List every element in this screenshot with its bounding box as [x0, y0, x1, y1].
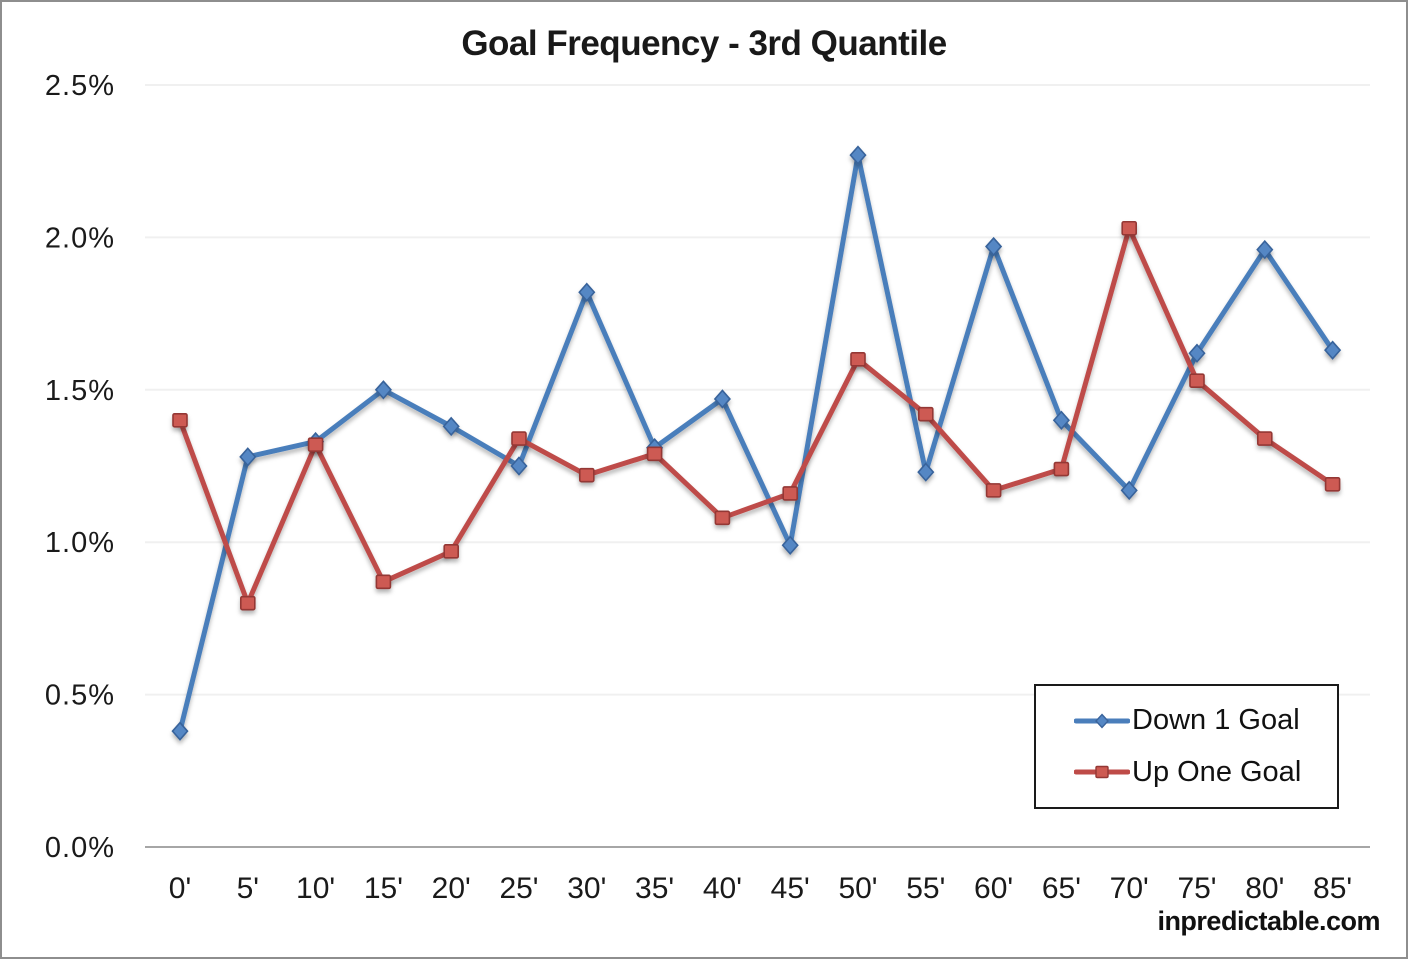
- svg-text:20': 20': [432, 872, 471, 905]
- svg-text:1.5%: 1.5%: [45, 375, 115, 407]
- svg-text:30': 30': [567, 872, 606, 905]
- gridlines: [145, 84, 1370, 696]
- svg-text:85': 85': [1313, 872, 1352, 905]
- svg-text:35': 35': [635, 872, 674, 905]
- svg-text:45': 45': [771, 872, 810, 905]
- legend-line-diamond-icon: [1074, 713, 1130, 729]
- legend-item-down-1-goal: Down 1 Goal: [1074, 704, 1337, 737]
- legend-label: Down 1 Goal: [1132, 704, 1300, 737]
- svg-text:75': 75': [1177, 872, 1216, 905]
- svg-text:80': 80': [1245, 872, 1284, 905]
- svg-text:2.0%: 2.0%: [45, 222, 115, 254]
- svg-text:40': 40': [703, 872, 742, 905]
- axis-tick-labels: 0.0% 0.5% 1.0% 1.5% 2.0% 2.5% 0' 5' 10' 15' 20' 25'…: [45, 70, 1352, 905]
- svg-text:55': 55': [906, 872, 945, 905]
- svg-text:25': 25': [499, 872, 538, 905]
- svg-text:70': 70': [1110, 872, 1149, 905]
- legend-item-up-one-goal: Up One Goal: [1074, 756, 1337, 789]
- svg-text:60': 60': [974, 872, 1013, 905]
- chart-title: Goal Frequency - 3rd Quantile: [461, 24, 947, 63]
- legend-line-square-icon: [1074, 765, 1130, 779]
- data-series: [171, 145, 1342, 741]
- svg-text:15': 15': [364, 872, 403, 905]
- svg-text:1.0%: 1.0%: [45, 527, 115, 559]
- legend: Down 1 Goal Up One Goal: [1034, 684, 1339, 809]
- svg-text:10': 10': [296, 872, 335, 905]
- svg-text:2.5%: 2.5%: [45, 70, 115, 102]
- legend-label: Up One Goal: [1132, 755, 1302, 788]
- svg-text:65': 65': [1042, 872, 1081, 905]
- svg-text:0': 0': [169, 872, 191, 905]
- svg-text:0.5%: 0.5%: [45, 680, 115, 712]
- svg-text:0.0%: 0.0%: [45, 832, 115, 864]
- svg-text:5': 5': [237, 872, 259, 905]
- svg-text:50': 50': [838, 872, 877, 905]
- watermark-text: inpredictable.com: [1157, 906, 1380, 936]
